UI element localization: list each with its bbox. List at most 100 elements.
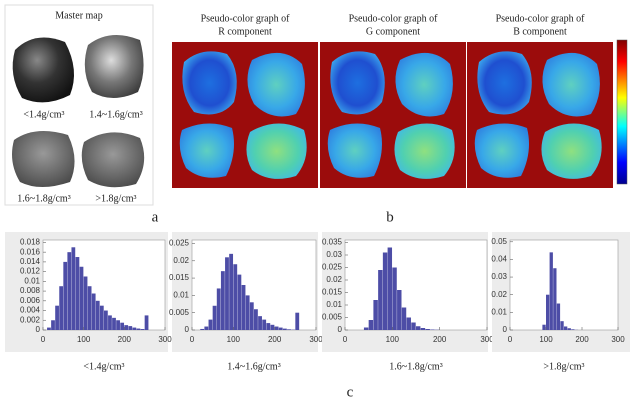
density-label: 1.4~1.6g/cm³ (89, 109, 142, 120)
histogram-bar (120, 322, 125, 330)
histogram-bar (212, 305, 217, 330)
histogram-bar (112, 317, 116, 330)
image-title: B component (513, 26, 567, 37)
histogram-bar (382, 252, 388, 330)
image-title: G component (366, 26, 420, 37)
histogram-bar (363, 327, 369, 330)
histogram-bar (116, 320, 120, 330)
y-tick-label: 0.015 (169, 273, 190, 282)
histogram-bar (204, 326, 209, 330)
histogram-bar (416, 326, 421, 330)
x-tick-label: 0 (190, 335, 195, 344)
histogram-bar (249, 302, 254, 330)
density-label: <1.4g/cm³ (23, 109, 64, 120)
histogram-bar (241, 285, 246, 330)
x-tick-label: 200 (118, 335, 132, 344)
panel-letter: a (152, 209, 159, 225)
histogram-bar (387, 247, 393, 330)
y-tick-label: 0.01 (326, 300, 342, 309)
y-tick-label: 0.01 (24, 276, 40, 285)
y-tick-label: 0.02 (491, 290, 507, 299)
histogram-bar (368, 320, 374, 330)
histogram-bar (373, 300, 378, 330)
image-title: R component (218, 26, 272, 37)
y-tick-label: 0.005 (322, 313, 343, 322)
y-tick-label: 0.01 (173, 290, 189, 299)
histogram-bar (549, 252, 553, 330)
panel-letter: b (386, 209, 394, 225)
histogram-bar (208, 319, 213, 330)
histogram-bar (542, 324, 546, 330)
histogram-bar (378, 270, 383, 330)
panel-a: Master map <1.4g/cm³ 1.4~1.6g/cm³ 1.6~1.… (4, 4, 159, 225)
y-tick-label: 0.008 (20, 286, 41, 295)
x-axis-label: 1.4~1.6g/cm³ (227, 361, 280, 372)
histogram-bar (245, 295, 250, 330)
panel-letter: c (347, 384, 354, 400)
histogram-bar (55, 305, 59, 330)
density-label: 1.6~1.8g/cm³ (17, 193, 70, 204)
histogram-bar (546, 294, 550, 330)
histogram-bar (392, 267, 397, 330)
pseudo-color-image (172, 42, 318, 188)
coal-photo (12, 37, 75, 103)
y-tick-label: 0.03 (491, 272, 507, 281)
histogram-bar (274, 326, 279, 330)
histogram-bar (282, 328, 287, 330)
histogram-bar (140, 329, 145, 330)
histogram-bar (401, 307, 407, 330)
plot-area (509, 239, 619, 331)
histogram-bar (411, 322, 416, 330)
histogram-bar (144, 315, 149, 330)
histogram-bar (51, 320, 55, 330)
y-tick-label: 0.016 (20, 247, 41, 256)
histogram-bar (99, 305, 104, 330)
y-tick-label: 0 (338, 325, 343, 334)
x-axis-label: >1.8g/cm³ (543, 361, 584, 372)
y-tick-label: 0 (185, 325, 190, 334)
histogram-bar (567, 328, 571, 330)
histogram-bar (108, 315, 112, 330)
x-tick-label: 0 (41, 335, 46, 344)
histogram-bar (225, 257, 229, 330)
y-tick-label: 0.035 (322, 238, 343, 247)
y-tick-label: 0 (36, 325, 41, 334)
y-tick-label: 0.012 (20, 267, 41, 276)
histogram-bar (124, 325, 129, 330)
coal-photo (12, 131, 75, 187)
y-tick-label: 0.025 (322, 263, 343, 272)
histogram-bar (67, 252, 72, 330)
y-tick-label: 0.05 (491, 237, 507, 246)
y-tick-label: 0.002 (20, 315, 41, 324)
histogram-bar (397, 290, 402, 330)
histogram-bar (262, 319, 267, 330)
histogram-bar (200, 328, 205, 330)
plot-area (344, 239, 488, 331)
histogram-bar (83, 276, 88, 330)
histogram-bar (556, 303, 561, 330)
x-tick-label: 300 (611, 335, 625, 344)
histogram-bar (571, 329, 575, 330)
histogram-bar (47, 327, 51, 330)
y-tick-label: 0.02 (326, 275, 342, 284)
histogram-bar (128, 326, 133, 330)
y-tick-label: 0.015 (322, 288, 343, 297)
histogram-bar (233, 264, 238, 330)
histogram-bar (560, 321, 564, 330)
panel-title: Master map (55, 10, 103, 21)
histogram-bar (425, 329, 430, 330)
x-axis-label: 1.6~1.8g/cm³ (389, 361, 442, 372)
histogram-bar (564, 326, 568, 330)
histogram-bar (420, 328, 426, 330)
x-tick-label: 200 (268, 335, 282, 344)
y-tick-label: 0.025 (169, 239, 190, 248)
pseudo-color-image (320, 42, 466, 188)
histogram-bar (220, 271, 225, 330)
x-tick-label: 100 (227, 335, 241, 344)
histogram-bar (132, 327, 137, 330)
histogram-bar (71, 247, 76, 330)
image-title: Pseudo-color graph of (201, 13, 291, 24)
histogram-bar (278, 327, 283, 330)
histogram-bar (270, 324, 275, 330)
